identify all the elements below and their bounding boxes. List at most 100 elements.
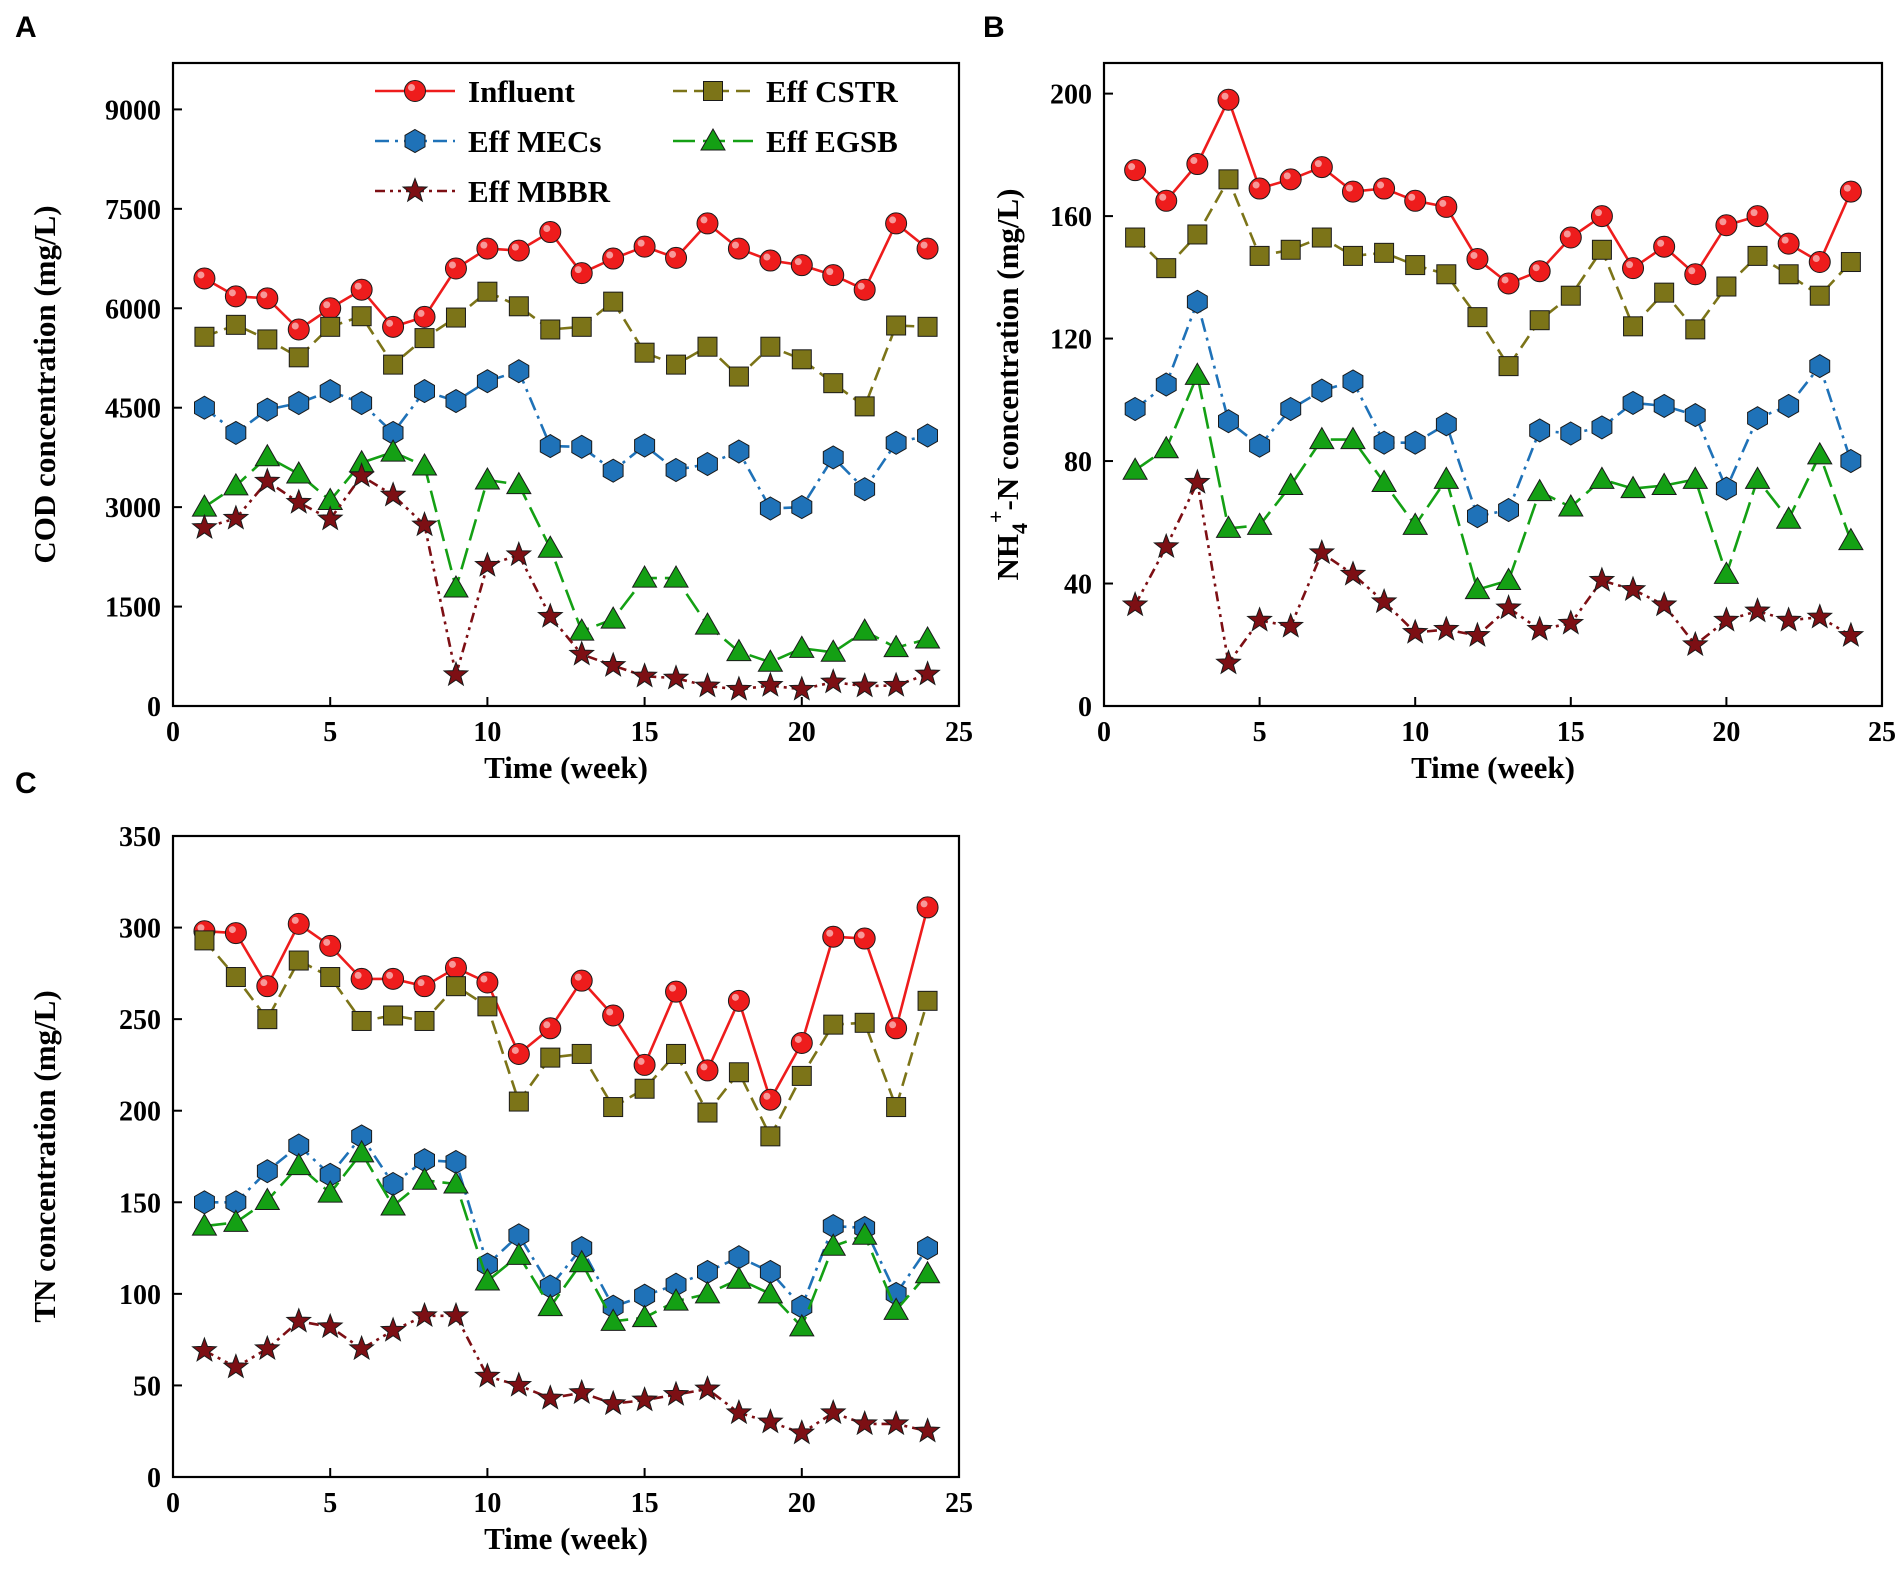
cod-point-mecs xyxy=(697,451,718,477)
cod-y-axis-title: COD concentration (mg/L) xyxy=(27,205,62,563)
cod-point-mecs xyxy=(351,391,373,416)
nh4-point-cstr xyxy=(1498,356,1519,377)
tn-point-mecs xyxy=(445,1149,467,1175)
nh4-point-influent-highlight xyxy=(1657,239,1665,247)
cod-point-egsb xyxy=(285,460,312,484)
tn-x-tick-label: 10 xyxy=(473,1488,501,1519)
tn-point-cstr xyxy=(697,1102,718,1123)
nh4-point-influent-highlight xyxy=(1532,264,1540,272)
tn-point-mbbr xyxy=(694,1375,721,1401)
panel-letter-b: B xyxy=(983,11,1005,44)
nh4-y-axis-title: NH4+-N concentration (mg/L) xyxy=(983,188,1032,580)
tn-point-mecs xyxy=(256,1159,278,1184)
cod-point-influent xyxy=(319,297,342,320)
tn-point-influent xyxy=(539,1017,562,1040)
nh4-point-egsb xyxy=(1713,561,1740,584)
cod-point-mecs xyxy=(256,397,278,422)
tn-point-cstr xyxy=(257,1009,278,1030)
cod-point-mbbr xyxy=(442,660,470,687)
cod-point-influent xyxy=(570,262,593,285)
nh4-point-influent xyxy=(1248,177,1271,200)
cod-point-influent-highlight xyxy=(763,253,771,261)
nh4-x-tick-label: 10 xyxy=(1401,717,1429,748)
tn-point-influent xyxy=(822,925,845,948)
tn-point-influent-highlight xyxy=(323,938,331,946)
nh4-point-egsb xyxy=(1246,512,1273,535)
tn-point-mbbr xyxy=(914,1417,941,1443)
nh4-x-tick-label: 15 xyxy=(1557,717,1585,748)
cod-y-tick-label: 6000 xyxy=(105,294,161,325)
nh4-point-influent-highlight xyxy=(1843,184,1851,192)
tn-point-influent-highlight xyxy=(606,1008,614,1016)
cod-point-cstr xyxy=(383,354,404,375)
tn-point-influent xyxy=(696,1059,719,1082)
legend-marker-egsb xyxy=(700,127,726,151)
tn-x-tick-label: 25 xyxy=(945,1488,973,1519)
tn-point-influent-highlight xyxy=(763,1092,771,1100)
tn-point-mbbr xyxy=(599,1389,627,1416)
cod-point-mecs xyxy=(917,423,938,448)
nh4-point-cstr xyxy=(1560,285,1581,306)
tn-point-influent-highlight xyxy=(794,1035,802,1043)
nh4-series-egsb xyxy=(1122,362,1864,600)
nh4-x-tick-label: 5 xyxy=(1253,717,1267,748)
cod-point-cstr xyxy=(225,314,246,335)
nh4-point-influent-highlight xyxy=(1159,193,1167,201)
cod-point-cstr xyxy=(320,316,341,337)
nh4-point-cstr xyxy=(1778,264,1799,285)
cod-series-egsb xyxy=(191,439,941,672)
cod-point-cstr xyxy=(571,316,592,337)
nh4-x-tick-label: 25 xyxy=(1868,717,1896,748)
nh4-point-mbbr xyxy=(1682,630,1709,657)
tn-point-mbbr xyxy=(285,1307,312,1333)
nh4-point-influent-highlight xyxy=(1594,209,1602,217)
nh4-point-mbbr xyxy=(1433,615,1460,641)
nh4-point-mecs xyxy=(1218,409,1239,434)
tn-series-mecs xyxy=(194,1124,938,1319)
nh4-y-tick-label: 0 xyxy=(1078,692,1092,723)
cod-point-cstr xyxy=(823,373,844,394)
cod-point-mecs xyxy=(225,420,247,445)
tn-point-influent-highlight xyxy=(511,1046,519,1054)
legend-label-influent: Influent xyxy=(468,74,575,109)
cod-line-mbbr xyxy=(204,474,929,691)
cod-point-influent xyxy=(916,237,939,260)
nh4-point-cstr xyxy=(1809,285,1830,306)
tn-point-mbbr xyxy=(411,1301,438,1328)
tn-point-egsb xyxy=(223,1209,249,1232)
legend-item-egsb: Eff EGSB xyxy=(673,124,898,159)
cod-point-egsb xyxy=(851,618,878,641)
tn-y-tick-label: 100 xyxy=(119,1280,161,1311)
nh4-line-mbbr xyxy=(1133,481,1852,665)
cod-point-influent-highlight xyxy=(574,266,582,274)
tn-point-egsb xyxy=(443,1170,469,1194)
cod-point-mecs xyxy=(665,457,687,483)
panel-letter-c: C xyxy=(15,767,37,800)
nh4-point-egsb xyxy=(1433,466,1460,489)
nh4-point-egsb xyxy=(1464,576,1491,600)
tn-point-influent-highlight xyxy=(920,900,928,908)
cod-point-influent xyxy=(853,278,876,301)
tn-point-influent-highlight xyxy=(543,1021,551,1029)
cod-point-influent-highlight xyxy=(354,282,362,290)
cod-point-influent-highlight xyxy=(889,216,897,224)
cod-x-tick-label: 0 xyxy=(166,717,180,748)
legend-label-mecs: Eff MECs xyxy=(468,124,601,159)
tn-y-tick-label: 50 xyxy=(133,1371,161,1402)
cod-point-mbbr xyxy=(882,671,910,697)
cod-point-mbbr xyxy=(599,651,627,677)
nh4-point-influent-highlight xyxy=(1190,157,1198,165)
cod-point-influent xyxy=(822,264,845,287)
nh4-point-egsb xyxy=(1557,493,1584,517)
cod-point-influent xyxy=(539,221,562,244)
cod-point-cstr xyxy=(728,366,749,387)
tn-point-influent-highlight xyxy=(448,960,456,968)
nh4-point-influent-highlight xyxy=(1439,199,1447,207)
cod-point-egsb xyxy=(726,638,752,662)
tn-point-influent xyxy=(287,912,310,935)
nh4-point-egsb xyxy=(1371,469,1397,492)
cod-point-egsb xyxy=(663,565,689,588)
nh4-point-mecs xyxy=(1249,433,1271,458)
cod-point-mecs xyxy=(319,379,341,404)
nh4-line-egsb xyxy=(1134,373,1853,591)
